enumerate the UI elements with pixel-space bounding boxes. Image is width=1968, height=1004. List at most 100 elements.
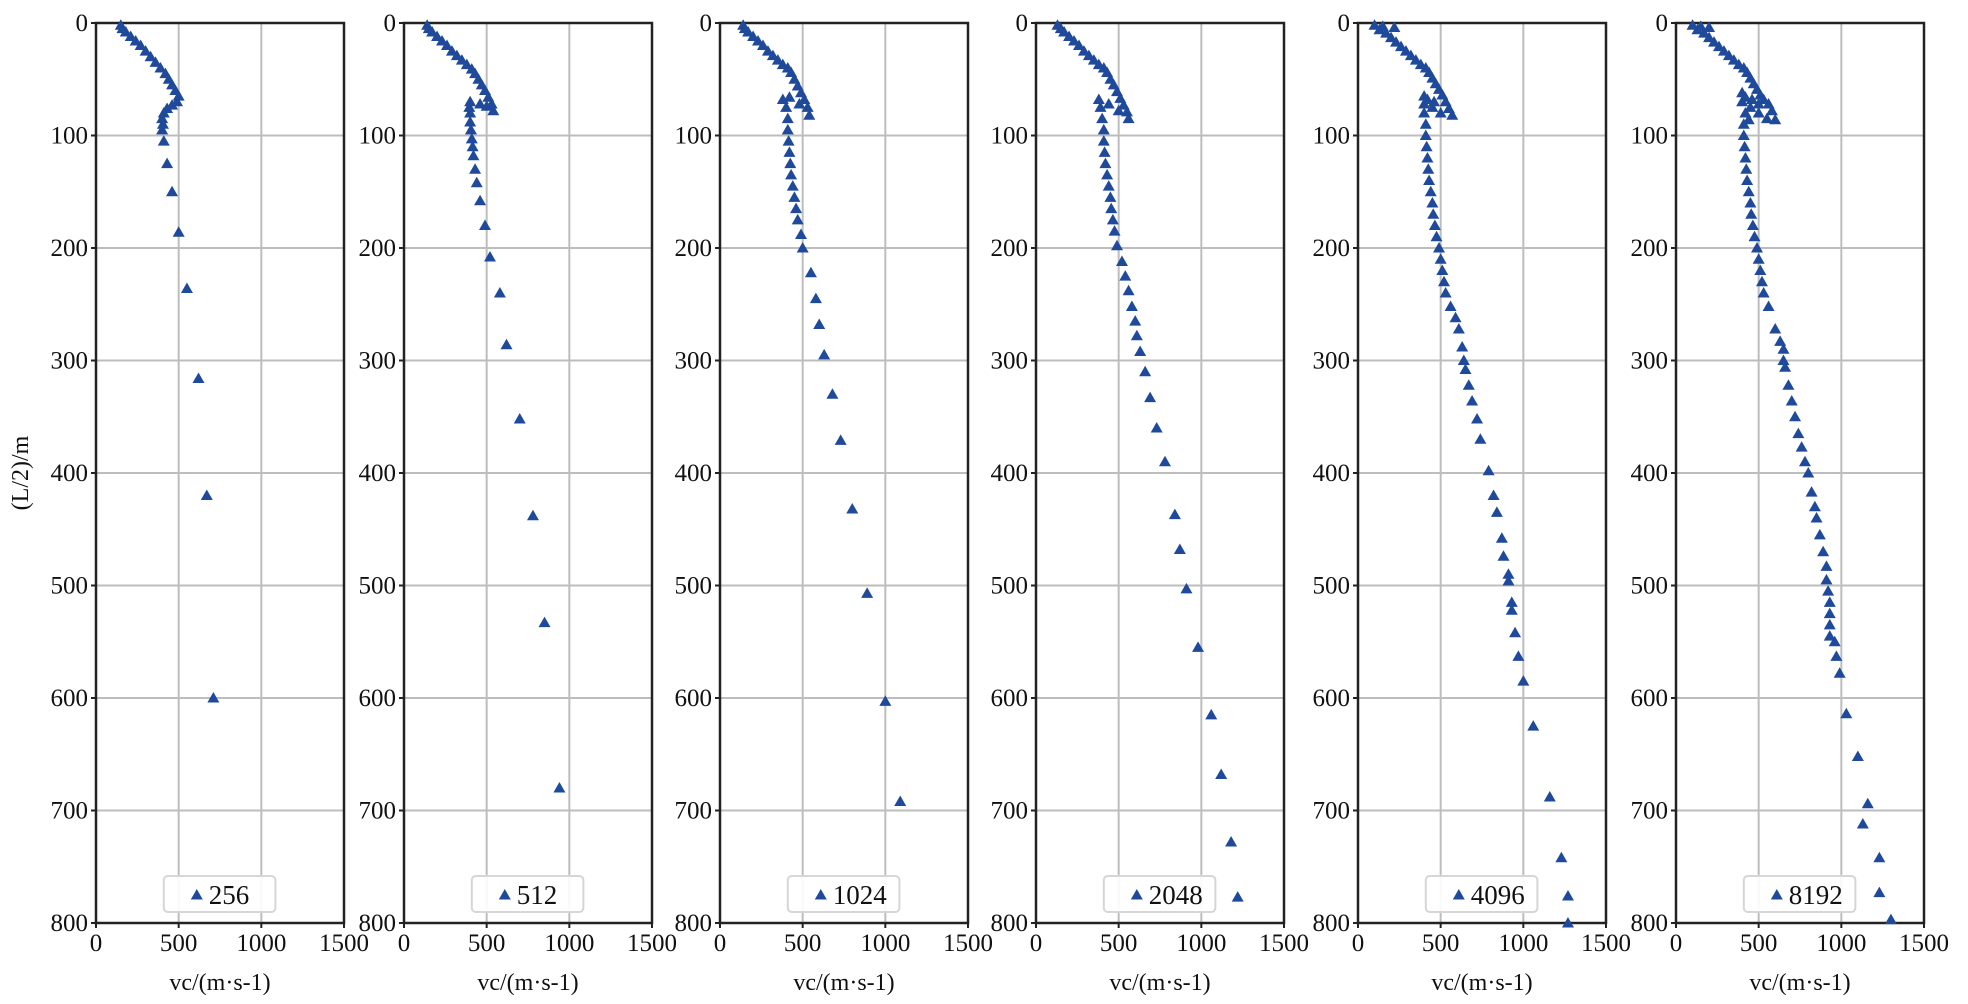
y-tick-label: 500	[1313, 573, 1351, 600]
data-point	[1802, 467, 1815, 478]
data-point	[1752, 98, 1765, 109]
data-point	[139, 45, 152, 56]
data-point	[803, 109, 816, 120]
data-point	[1426, 101, 1439, 112]
data-point	[1102, 98, 1115, 109]
data-point	[207, 692, 220, 703]
data-point	[1555, 851, 1568, 863]
y-tick-label: 600	[359, 685, 397, 712]
data-point	[1703, 31, 1716, 43]
data-point	[1509, 626, 1522, 638]
legend-marker	[498, 889, 511, 900]
data-point	[826, 388, 839, 399]
y-tick-label: 600	[1631, 685, 1669, 712]
data-point	[1388, 21, 1401, 32]
legend-marker	[190, 889, 203, 900]
y-tick-label: 200	[1631, 235, 1669, 262]
panel-1024: 0 500 1000 1500 0 100 200 300 400 500 600 700 800 vc/…	[675, 10, 994, 996]
data-point	[781, 123, 794, 135]
y-tick-label: 200	[991, 235, 1029, 262]
y-tick-label: 400	[1631, 460, 1669, 487]
data-point	[450, 49, 463, 61]
data-point	[455, 54, 468, 65]
data-point	[1449, 311, 1462, 323]
data-point	[1762, 300, 1775, 311]
data-point	[1754, 264, 1767, 275]
data-point	[1840, 707, 1853, 719]
legend-label: 2048	[1149, 880, 1203, 910]
data-point	[200, 489, 213, 500]
panel-8192: 0 500 1000 1500 0 100 200 300 400 500 600 700 800 vc/…	[1631, 10, 1950, 996]
data-point	[1205, 708, 1218, 720]
data-point	[1739, 152, 1752, 163]
data-point	[1752, 107, 1765, 118]
data-point	[1739, 91, 1752, 102]
data-point	[1779, 361, 1792, 372]
data-point	[1823, 596, 1836, 607]
data-point	[1810, 512, 1823, 523]
data-point	[1158, 455, 1171, 467]
data-point	[1828, 635, 1841, 647]
legend-label: 4096	[1471, 880, 1525, 910]
data-point	[1742, 113, 1755, 125]
data-point	[742, 26, 755, 37]
data-point	[487, 104, 500, 116]
data-point	[1122, 284, 1135, 296]
data-point	[1474, 433, 1487, 444]
data-point	[1120, 105, 1133, 117]
data-point	[483, 251, 496, 262]
data-point	[172, 226, 185, 237]
data-point	[846, 503, 859, 514]
y-tick-label: 800	[1313, 910, 1351, 937]
data-point	[1708, 36, 1721, 47]
x-tick-label: 1000	[236, 930, 286, 957]
data-point	[1861, 797, 1874, 809]
data-point	[166, 185, 179, 197]
panel-2048: 0 500 1000 1500 0 100 200 300 400 500 600 700 800 vc/…	[991, 10, 1310, 996]
y-tick-label: 200	[51, 235, 89, 262]
data-point	[1698, 27, 1711, 38]
data-point	[861, 587, 874, 598]
data-point	[804, 266, 817, 278]
data-point	[1373, 23, 1386, 35]
data-point	[1105, 202, 1118, 214]
y-tick-label: 100	[1631, 123, 1669, 150]
data-point	[1421, 93, 1434, 104]
data-point	[785, 168, 798, 180]
x-tick-label: 500	[1422, 930, 1460, 957]
x-tick-label: 0	[714, 930, 727, 957]
data-point	[1785, 395, 1798, 406]
data-point	[436, 35, 449, 46]
data-point	[1740, 163, 1753, 174]
data-point	[1505, 604, 1518, 615]
legend-label: 8192	[1789, 880, 1843, 910]
data-point	[1428, 95, 1441, 107]
panel-256: 0 500 1000 1500 0 100 200 300 400 500 600 700 800 vc/…	[8, 10, 369, 996]
data-point	[788, 191, 801, 202]
data-point	[1561, 917, 1574, 928]
x-tick-label: 1500	[1581, 930, 1631, 957]
data-point	[1058, 26, 1071, 37]
data-point	[801, 101, 814, 112]
data-point	[1125, 300, 1138, 311]
data-point	[1830, 650, 1843, 661]
y-tick-label: 400	[51, 460, 89, 487]
data-point	[1751, 242, 1764, 253]
data-point	[1457, 354, 1470, 365]
data-point	[1792, 427, 1805, 439]
data-point	[1497, 550, 1510, 561]
data-point	[1752, 253, 1765, 264]
data-point	[1434, 107, 1447, 118]
x-axis-label: vc/(m·s-1)	[1109, 970, 1210, 996]
data-point	[192, 372, 205, 383]
legend-box	[470, 875, 585, 913]
data-point	[1782, 379, 1795, 390]
y-tick-label: 400	[991, 460, 1029, 487]
data-point	[154, 62, 167, 73]
legend-marker	[1452, 889, 1465, 900]
data-point	[1502, 568, 1515, 579]
data-point	[172, 90, 185, 101]
x-tick-label: 1500	[943, 930, 993, 957]
data-point	[1390, 36, 1403, 47]
data-point	[470, 176, 483, 188]
